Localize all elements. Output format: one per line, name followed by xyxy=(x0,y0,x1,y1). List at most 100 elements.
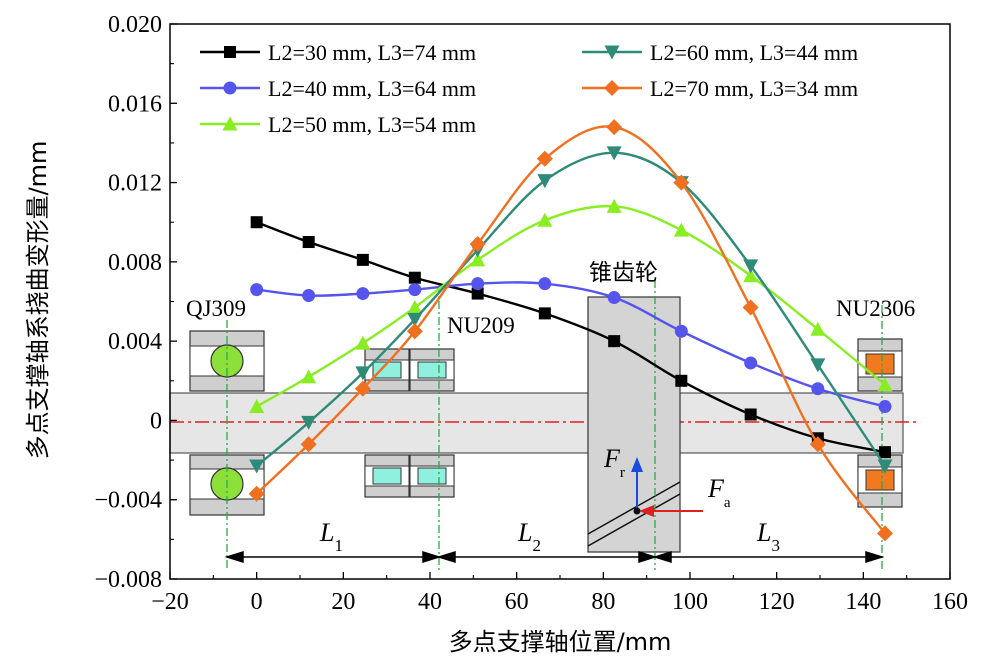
y-tick-label: 0.012 xyxy=(108,171,162,197)
legend-item: L2=60 mm, L3=44 mm xyxy=(582,40,858,65)
label-bevel-gear: 锥齿轮 xyxy=(589,260,658,286)
dim-label-l1: L1 xyxy=(319,518,343,555)
data-point xyxy=(406,323,423,340)
dim-label-l2: L2 xyxy=(517,518,541,555)
force-point xyxy=(633,507,641,515)
legend-marker xyxy=(604,80,620,96)
series-layer xyxy=(248,119,893,542)
y-tick-label: −0.008 xyxy=(94,567,162,593)
bearing-nu209-top xyxy=(364,348,455,392)
x-axis-title: 多点支撑轴位置/mm xyxy=(449,628,672,656)
legend-item: L2=30 mm, L3=74 mm xyxy=(200,40,476,65)
data-point xyxy=(607,291,621,305)
data-point xyxy=(606,198,622,213)
data-point xyxy=(606,119,623,136)
series-3 xyxy=(249,198,893,414)
data-point xyxy=(743,259,759,274)
data-point xyxy=(537,174,553,189)
data-point xyxy=(408,283,422,297)
data-point xyxy=(878,400,892,414)
annotations: QJ309 NU209 NU2306 锥齿轮 Fr Fa L1 L2 L3 xyxy=(186,260,915,555)
series-line xyxy=(256,204,886,408)
x-tick-label: −20 xyxy=(151,589,189,615)
data-point xyxy=(301,369,317,384)
shaft-illustration xyxy=(169,280,920,570)
data-point xyxy=(606,146,622,161)
data-point xyxy=(407,299,423,314)
y-tick-label: 0.008 xyxy=(108,250,162,276)
legend-label: L2=30 mm, L3=74 mm xyxy=(268,40,476,65)
y-tick-label: −0.004 xyxy=(94,488,162,514)
data-point xyxy=(743,268,759,283)
x-tick-label: 20 xyxy=(331,589,355,615)
data-point xyxy=(249,399,265,414)
y-tick-label: 0.020 xyxy=(108,12,162,38)
data-point xyxy=(879,446,891,459)
legend-label: L2=40 mm, L3=64 mm xyxy=(268,76,476,101)
y-tick-label: 0 xyxy=(150,408,162,434)
data-point xyxy=(302,236,315,249)
data-point xyxy=(673,174,690,191)
legend-marker xyxy=(223,81,237,95)
data-point xyxy=(538,307,551,320)
dimension-lines xyxy=(224,550,885,564)
axes: −20 0 20 40 60 80 100 120 140 160 −0.008 −0.004 0 0.… xyxy=(94,12,968,615)
x-tick-label: 0 xyxy=(251,589,263,615)
data-point xyxy=(537,212,553,227)
x-tick-label: 40 xyxy=(418,589,442,615)
data-point xyxy=(810,358,826,373)
data-point xyxy=(538,277,552,291)
label-nu2306: NU2306 xyxy=(836,296,915,321)
data-point xyxy=(300,436,317,453)
radial-force-arrowhead xyxy=(631,457,643,472)
label-qj309: QJ309 xyxy=(186,296,246,321)
x-tick-label: 60 xyxy=(505,589,529,615)
series-line xyxy=(256,281,886,408)
data-point xyxy=(742,299,759,316)
legend-label: L2=50 mm, L3=54 mm xyxy=(268,112,476,137)
legend-label: L2=70 mm, L3=34 mm xyxy=(650,76,858,101)
data-point xyxy=(356,287,370,301)
data-point xyxy=(809,436,826,453)
data-point xyxy=(250,283,264,297)
data-point xyxy=(302,289,316,303)
series-2 xyxy=(250,277,892,414)
series-5 xyxy=(248,119,893,542)
legend-item: L2=50 mm, L3=54 mm xyxy=(200,112,476,137)
force-arrows xyxy=(631,457,703,517)
x-tick-label: 100 xyxy=(672,589,708,615)
data-point xyxy=(355,335,371,350)
data-point xyxy=(356,253,369,266)
data-point xyxy=(354,380,371,397)
data-point xyxy=(744,408,757,421)
label-nu209: NU209 xyxy=(447,313,515,338)
legend-marker xyxy=(604,45,620,60)
data-point xyxy=(248,485,265,502)
data-point xyxy=(810,321,826,336)
support-centerlines xyxy=(226,280,883,570)
bearing-nu2306-top xyxy=(857,338,903,392)
data-point xyxy=(469,236,486,253)
bearing-nu209-bottom xyxy=(364,454,455,498)
dim-label-l3: L3 xyxy=(756,518,780,555)
data-point xyxy=(536,150,553,167)
data-point xyxy=(407,312,423,327)
plot-frame xyxy=(169,23,951,580)
force-axial-label: Fa xyxy=(707,474,731,511)
legend-marker xyxy=(222,116,238,131)
legend-label: L2=60 mm, L3=44 mm xyxy=(650,40,858,65)
legend-item: L2=70 mm, L3=34 mm xyxy=(582,76,858,101)
x-tick-label: 160 xyxy=(932,589,968,615)
y-ticks: −0.008 −0.004 0 0.004 0.008 0.012 0.016 0.020 xyxy=(94,12,177,593)
y-axis-title: 多点支撑轴系挠曲变形量/mm xyxy=(24,141,52,460)
data-point xyxy=(408,271,421,284)
data-point xyxy=(744,356,758,370)
series-line xyxy=(255,125,886,535)
x-tick-label: 120 xyxy=(759,589,795,615)
data-point xyxy=(877,377,893,392)
x-tick-label: 140 xyxy=(845,589,881,615)
data-point xyxy=(249,459,265,474)
x-ticks: −20 0 20 40 60 80 100 120 140 160 xyxy=(151,572,968,615)
data-point xyxy=(673,222,689,237)
